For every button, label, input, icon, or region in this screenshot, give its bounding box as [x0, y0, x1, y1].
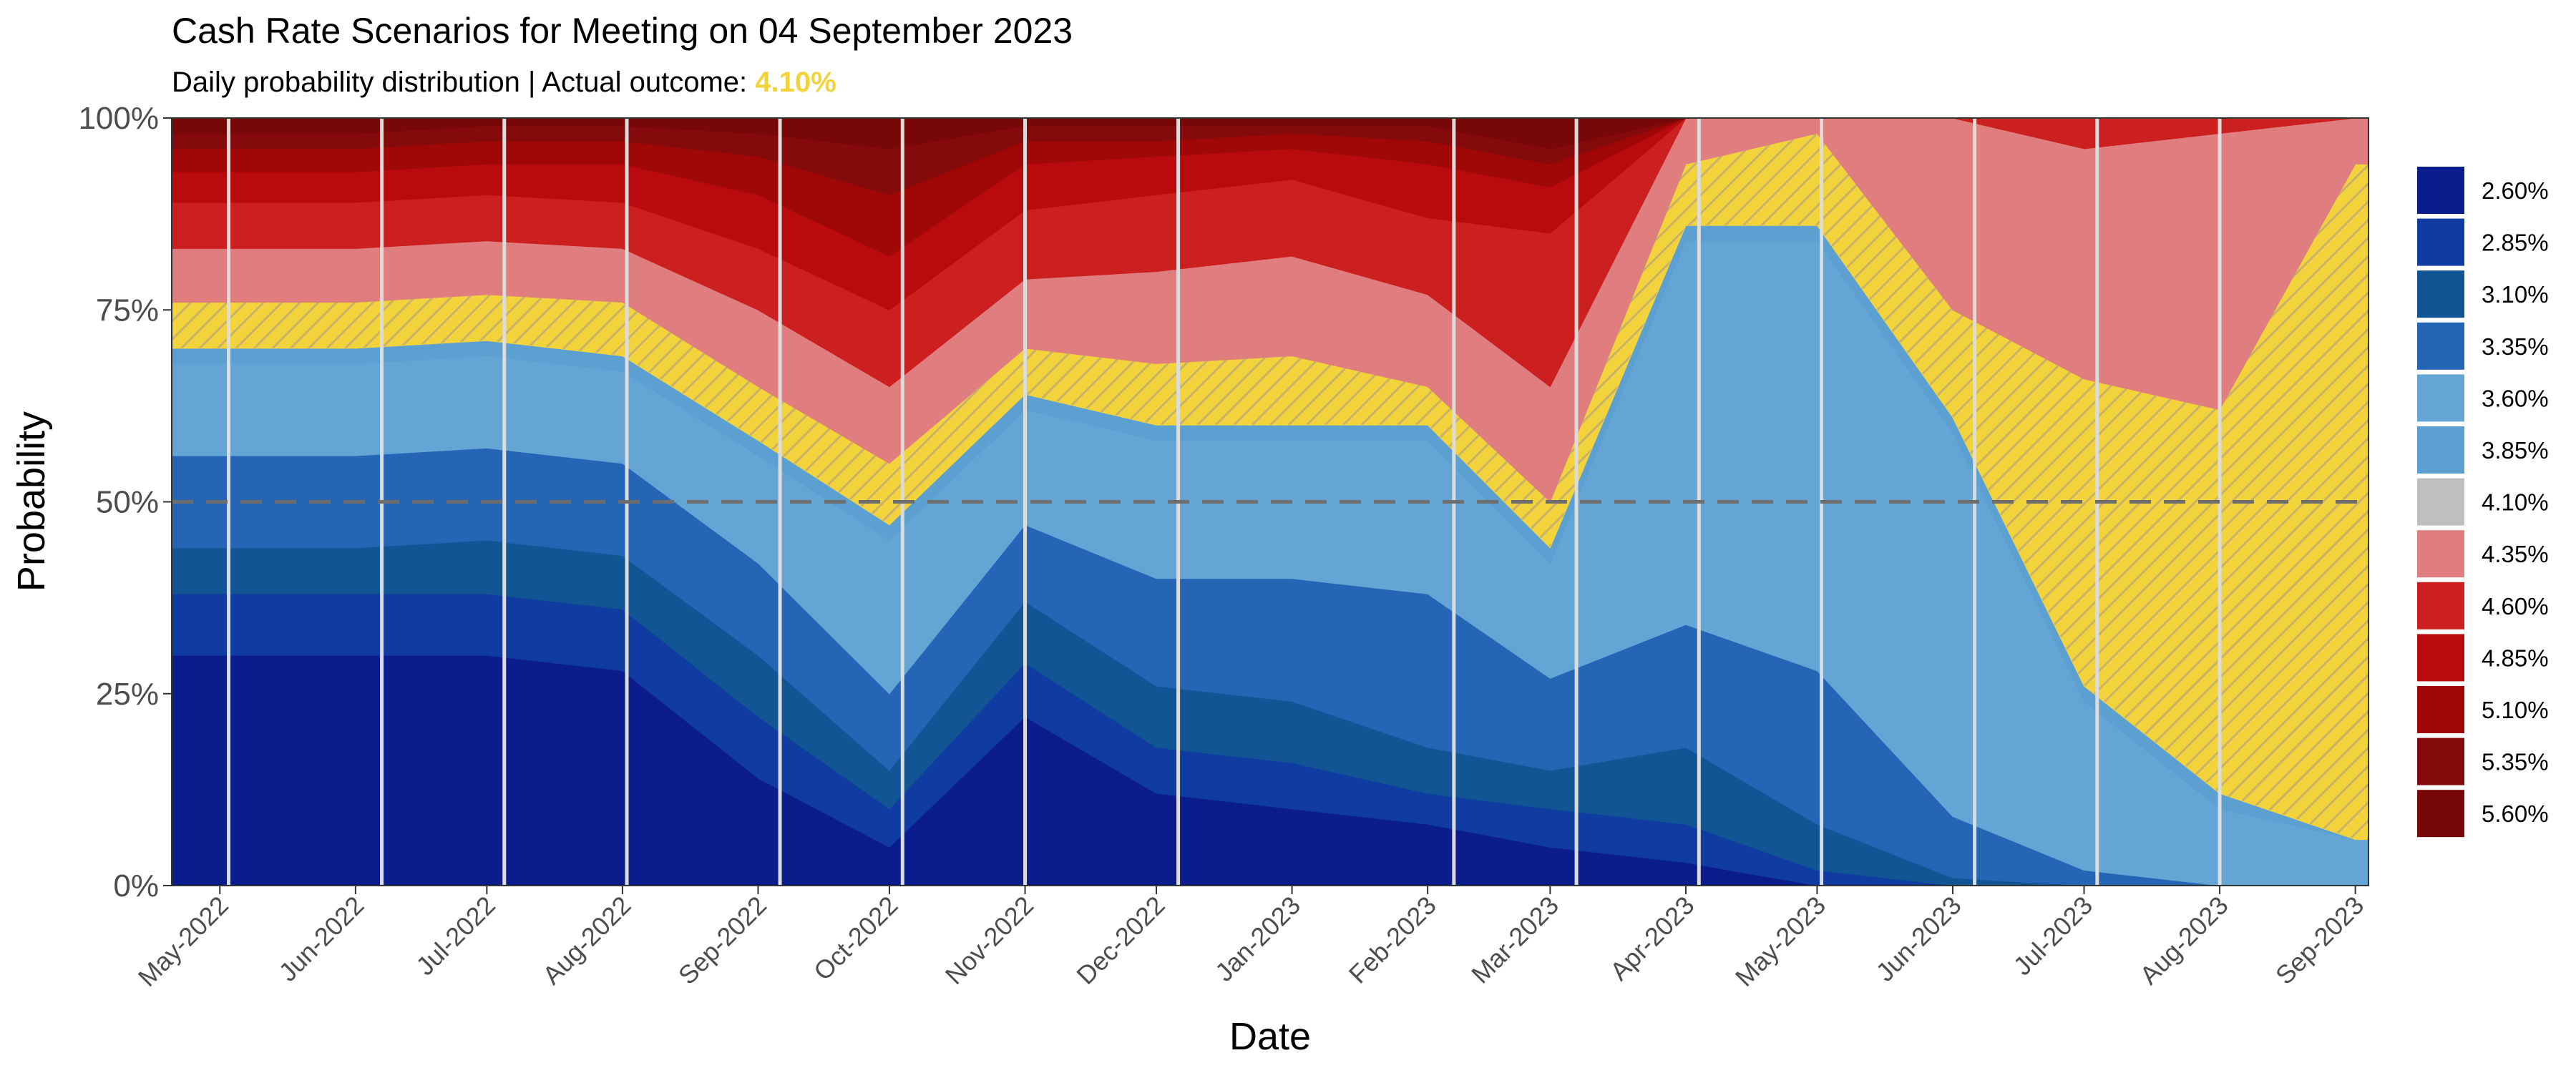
y-tick-label: 100%	[78, 101, 159, 136]
legend-swatch	[2417, 790, 2464, 838]
legend-label: 4.35%	[2482, 541, 2549, 567]
legend-swatch	[2417, 686, 2464, 733]
x-axis: May-2022 Jun-2022 Jul-2022 Aug-2022 Sep-2022…	[132, 886, 2369, 992]
y-axis-title: Probability	[10, 411, 53, 592]
legend-label: 5.60%	[2482, 800, 2549, 827]
legend-label: 3.35%	[2482, 333, 2549, 360]
x-tick-label: Jan-2023	[1209, 891, 1306, 987]
x-tick-label: Apr-2023	[1604, 891, 1700, 986]
subtitle-highlight: 4.10%	[755, 67, 836, 98]
legend-swatch	[2417, 322, 2464, 370]
y-tick-label: 75%	[96, 293, 159, 328]
legend-label: 5.10%	[2482, 697, 2549, 723]
chart-subtitle: Daily probability distribution | Actual …	[172, 67, 836, 98]
x-tick-label: May-2022	[132, 891, 234, 992]
legend-swatch	[2417, 478, 2464, 526]
legend-swatch	[2417, 374, 2464, 422]
y-axis: 0% 25% 50% 75% 100%	[78, 101, 172, 903]
legend-swatch	[2417, 270, 2464, 318]
x-tick-label: Aug-2023	[2134, 891, 2233, 990]
y-tick-label: 0%	[113, 868, 159, 903]
x-tick-label: Jun-2022	[273, 891, 369, 987]
x-tick-label: May-2023	[1729, 891, 1831, 992]
subtitle-prefix: Daily probability distribution | Actual …	[172, 67, 755, 98]
legend-swatch	[2417, 167, 2464, 214]
plot-panel	[172, 118, 2368, 886]
x-tick-label: Jun-2023	[1870, 891, 1967, 987]
legend-label: 4.85%	[2482, 645, 2549, 671]
y-tick-label: 25%	[96, 677, 159, 712]
legend-label: 4.60%	[2482, 593, 2549, 619]
legend-swatch	[2417, 634, 2464, 682]
chart-title: Cash Rate Scenarios for Meeting on 04 Se…	[172, 11, 1073, 51]
legend-label: 3.60%	[2482, 385, 2549, 411]
y-tick-label: 50%	[96, 485, 159, 520]
x-tick-label: Oct-2022	[808, 891, 904, 986]
x-axis-title: Date	[1229, 1015, 1311, 1058]
legend-swatch	[2417, 530, 2464, 578]
x-tick-label: Jul-2023	[2008, 891, 2099, 981]
x-tick-label: Dec-2022	[1070, 891, 1170, 990]
legend-label: 2.60%	[2482, 177, 2549, 204]
x-tick-label: Sep-2023	[2270, 891, 2369, 990]
legend-label: 3.10%	[2482, 281, 2549, 308]
legend-swatch	[2417, 426, 2464, 474]
x-tick-label: Feb-2023	[1343, 891, 1442, 989]
area-layers	[172, 118, 2368, 886]
legend-label: 2.85%	[2482, 230, 2549, 256]
x-tick-label: Aug-2022	[537, 891, 636, 990]
legend-label: 3.85%	[2482, 437, 2549, 464]
legend-swatch	[2417, 218, 2464, 266]
area-series-5.60%	[172, 118, 2368, 150]
x-tick-label: Nov-2022	[940, 891, 1039, 990]
x-tick-label: Sep-2022	[673, 891, 772, 990]
x-tick-label: Jul-2022	[410, 891, 501, 981]
legend-label: 4.10%	[2482, 489, 2549, 516]
legend-label: 5.35%	[2482, 749, 2549, 775]
legend-swatch	[2417, 582, 2464, 629]
legend-swatch	[2417, 738, 2464, 785]
x-tick-label: Mar-2023	[1465, 891, 1564, 989]
legend: 2.60% 2.85% 3.10% 3.35% 3.60% 3.85% 4.10% 4.35%…	[2417, 167, 2549, 838]
